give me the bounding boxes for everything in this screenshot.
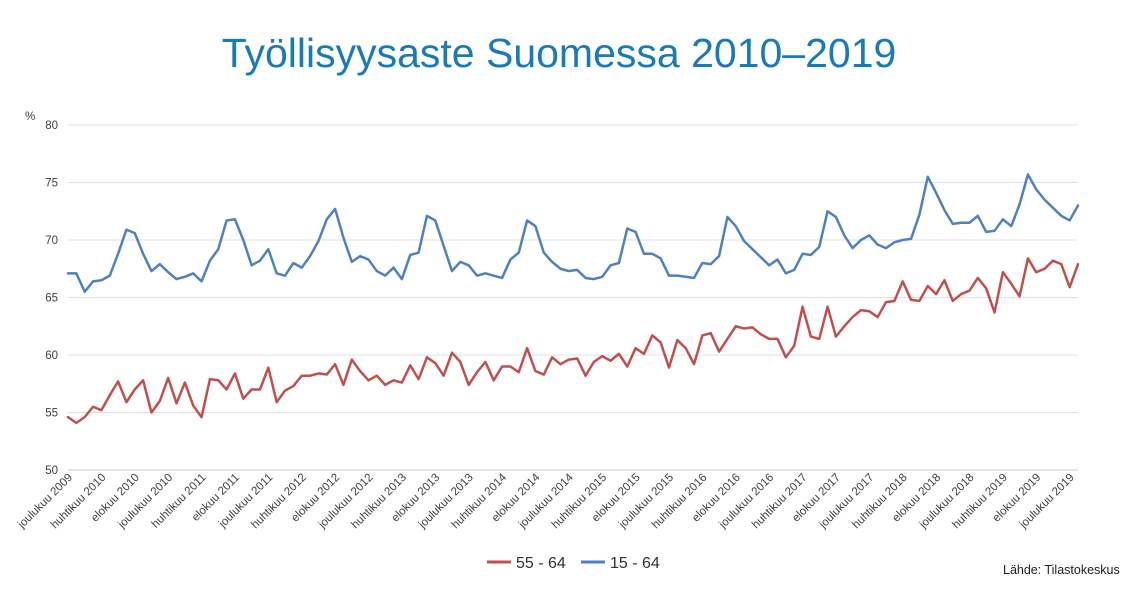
source-note: Lähde: Tilastokeskus [1003,563,1120,577]
y-tick-label: 60 [45,350,58,362]
y-tick-label: 75 [45,178,58,190]
y-tick-label: 80 [45,120,58,132]
grid-lines [68,124,1078,471]
y-tick-label: 70 [45,235,58,247]
y-axis-ticks: 50 55 60 65 70 75 80 [45,120,58,477]
y-axis-label: % [25,111,35,123]
legend-label-2: 15 - 64 [610,555,660,572]
series-line-2 [66,173,1080,293]
legend-label-1: 55 - 64 [516,555,566,572]
x-tick-label: joulukuu 2009 [15,472,75,532]
y-tick-label: 65 [45,293,58,305]
chart-title: Työllisyysaste Suomessa 2010–2019 [221,30,897,76]
series-lines [66,173,1080,425]
y-tick-label: 50 [45,465,58,477]
series-line-1 [66,257,1080,425]
legend: 55 - 64 15 - 64 [487,555,660,572]
y-tick-label: 55 [45,408,58,420]
